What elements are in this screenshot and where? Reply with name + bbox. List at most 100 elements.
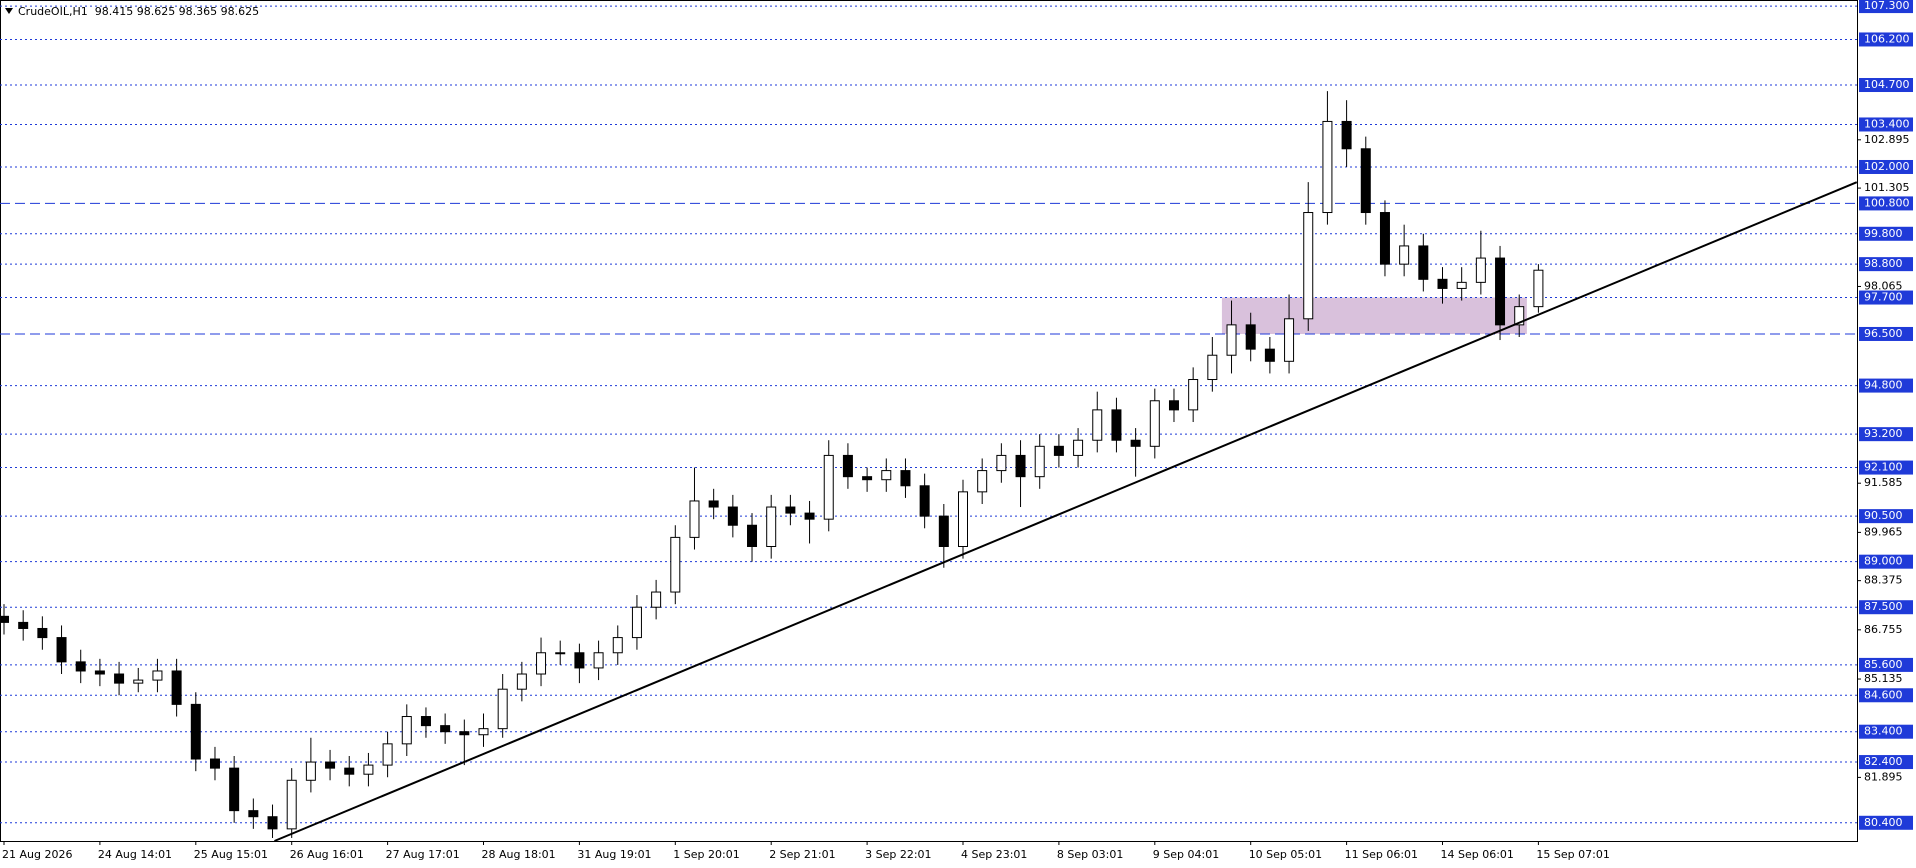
candle-body	[1168, 400, 1179, 411]
candle-body	[1437, 278, 1448, 289]
level-tag	[1859, 815, 1913, 830]
candle-body	[1264, 348, 1275, 362]
candle-body	[670, 536, 681, 593]
candle-body	[1073, 439, 1084, 456]
level-label: 97.700	[1864, 291, 1903, 304]
candle-body	[612, 637, 623, 654]
candle-body	[344, 767, 355, 775]
candle-body	[1284, 318, 1295, 362]
level-tag	[1859, 378, 1913, 393]
candle-body	[1322, 120, 1333, 214]
level-label: 83.400	[1864, 725, 1903, 738]
candle-body	[900, 470, 911, 487]
level-tag	[1859, 159, 1913, 174]
candle-body	[785, 506, 796, 514]
level-tag	[1859, 724, 1913, 739]
candle-body	[18, 621, 29, 629]
level-label: 102.000	[1864, 160, 1910, 173]
y-tick-label: 91.585	[1864, 476, 1903, 489]
candle-body	[133, 679, 144, 684]
candle-body	[631, 606, 642, 639]
candle-body	[516, 673, 527, 690]
candle-body	[267, 816, 278, 830]
y-tick-label: 101.305	[1864, 181, 1910, 194]
x-tick-label: 10 Sep 05:01	[1249, 848, 1322, 861]
level-label: 103.400	[1864, 117, 1910, 130]
candle-body	[286, 779, 297, 830]
candle-body	[94, 670, 105, 675]
y-tick-label: 86.755	[1864, 623, 1903, 636]
level-label: 96.500	[1864, 327, 1903, 340]
level-label: 92.100	[1864, 461, 1903, 474]
x-tick-label: 8 Sep 03:01	[1057, 848, 1123, 861]
candle-body	[171, 670, 182, 705]
candle-body	[190, 703, 201, 760]
y-tick-label: 88.375	[1864, 574, 1903, 587]
candle-body	[1399, 245, 1410, 265]
candle-body	[497, 688, 508, 730]
level-label: 82.400	[1864, 755, 1903, 768]
level-tag	[1859, 0, 1913, 14]
candle-body	[478, 728, 489, 736]
candle-body	[1514, 306, 1525, 326]
candle-body	[1456, 281, 1467, 289]
level-label: 84.600	[1864, 688, 1903, 701]
candle-body	[1034, 445, 1045, 478]
candle-body	[804, 512, 815, 520]
x-tick-label: 31 Aug 19:01	[577, 848, 651, 861]
level-label: 106.200	[1864, 32, 1910, 45]
level-tag	[1859, 117, 1913, 132]
x-tick-label: 24 Aug 14:01	[98, 848, 172, 861]
candle-body	[382, 743, 393, 766]
level-tag	[1859, 755, 1913, 770]
candle-body	[363, 764, 374, 775]
candle-body	[248, 810, 259, 818]
candle-body	[689, 500, 700, 538]
level-label: 104.700	[1864, 78, 1910, 91]
candle-body	[536, 652, 547, 675]
x-tick-label: 2 Sep 21:01	[769, 848, 835, 861]
candle-body	[325, 761, 336, 769]
candle-body	[1418, 245, 1429, 280]
level-label: 98.800	[1864, 257, 1903, 270]
candle-body	[708, 500, 719, 508]
candle-body	[1533, 269, 1544, 308]
candle-body	[1092, 409, 1103, 441]
candle-body	[651, 591, 662, 608]
x-tick-label: 15 Sep 07:01	[1536, 848, 1609, 861]
candle-body	[37, 627, 48, 639]
x-tick-label: 26 Aug 16:01	[290, 848, 364, 861]
level-label: 87.500	[1864, 600, 1903, 613]
candle-body	[459, 731, 470, 736]
level-tag	[1859, 196, 1913, 211]
level-label: 107.300	[1864, 0, 1910, 12]
candle-body	[1188, 379, 1199, 411]
level-tag	[1859, 657, 1913, 672]
candle-body	[229, 767, 240, 812]
candle-body	[209, 758, 220, 769]
candle-body	[1495, 257, 1506, 326]
level-label: 85.600	[1864, 658, 1903, 671]
x-tick-label: 28 Aug 18:01	[482, 848, 556, 861]
level-label: 93.200	[1864, 427, 1903, 440]
x-tick-label: 9 Sep 04:01	[1153, 848, 1219, 861]
candle-body	[305, 761, 316, 781]
level-tag	[1859, 290, 1913, 305]
candle-body	[842, 454, 853, 478]
y-tick-label: 81.895	[1864, 770, 1903, 783]
candle-body	[1226, 324, 1237, 356]
level-tag	[1859, 600, 1913, 615]
x-tick-label: 11 Sep 06:01	[1345, 848, 1418, 861]
candle-body	[401, 716, 412, 745]
level-tag	[1859, 326, 1913, 341]
level-label: 90.500	[1864, 509, 1903, 522]
candle-body	[938, 515, 949, 547]
candle-body	[1053, 445, 1064, 456]
level-tag	[1859, 226, 1913, 241]
chart-title: CrudeOIL,H1 98.415 98.625 98.365 98.625	[18, 5, 259, 18]
candle-body	[0, 615, 9, 623]
candle-body	[1341, 120, 1352, 150]
candle-body	[1245, 324, 1256, 350]
level-label: 99.800	[1864, 227, 1903, 240]
